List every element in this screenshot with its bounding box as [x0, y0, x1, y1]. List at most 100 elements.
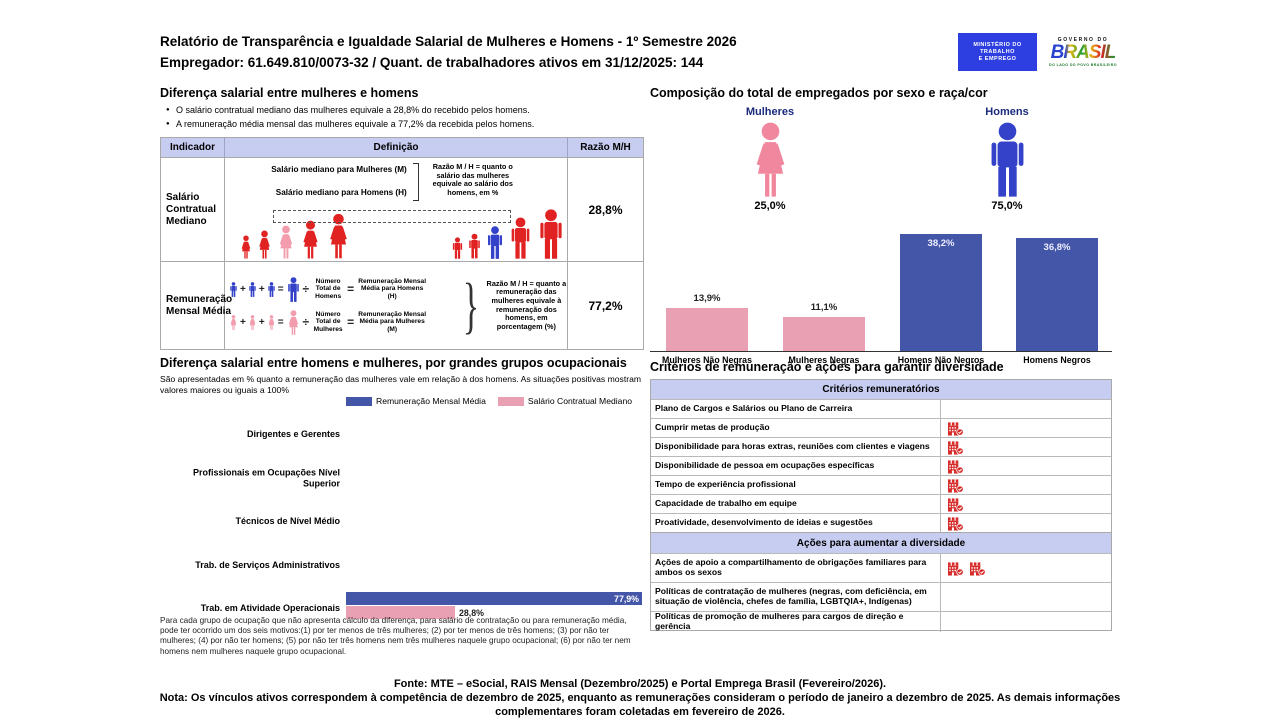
criteria-icon-cell	[940, 438, 1111, 456]
report-header: Relatório de Transparência e Igualdade S…	[160, 31, 950, 73]
criteria-icon-cell	[940, 514, 1111, 532]
left-column: Diferença salarial entre mulheres e home…	[160, 86, 645, 656]
group-header: Critérios remuneratórios	[651, 380, 1111, 399]
legend-swatch-blue	[346, 396, 372, 406]
definition-note: Razão M / H = quanto o salário das mulhe…	[432, 162, 513, 197]
criteria-icon-cell	[940, 400, 1111, 418]
criteria-icon-cell	[940, 419, 1111, 437]
footer-fonte: Fonte: MTE – eSocial, RAIS Mensal (Dezem…	[393, 678, 887, 690]
building-check-icon	[948, 561, 964, 576]
man-icon-highlighted	[487, 226, 503, 259]
indicator-table-header: Indicador Definição Razão M/H	[161, 138, 643, 157]
composition-bar-chart: 13,9% 11,1% 38,2% 36,8%	[650, 231, 1112, 352]
criterios-table: Critérios remuneratórios Plano de Cargos…	[650, 379, 1112, 632]
woman-icon	[756, 122, 784, 197]
footer-nota: Nota: Os vínculos ativos correspondem à …	[159, 692, 1121, 718]
employer-line: Empregador: 61.649.810/0073-32 / Quant. …	[160, 55, 704, 70]
woman-icon	[249, 314, 256, 330]
table-row: Plano de Cargos e Salários ou Plano de C…	[651, 399, 1111, 418]
woman-icon-highlighted	[279, 225, 293, 259]
table-row: Cumprir metas de produção	[651, 418, 1111, 437]
bar-value-label: 77,9%	[614, 594, 639, 604]
man-icon	[469, 233, 480, 259]
median-dashed-link	[273, 210, 511, 223]
building-check-icon	[948, 516, 964, 531]
occ-bar-media: 77,9%	[346, 592, 642, 605]
median-comparison-graphic	[231, 199, 562, 259]
composition-bar: 38,2%	[900, 234, 982, 351]
def-line: Salário mediano para Homens (H)	[275, 188, 407, 197]
occupational-subtitle: São apresentadas em % quanto a remuneraç…	[160, 374, 642, 395]
mte-logo: MINISTÉRIO DO TRABALHO E EMPREGO	[958, 33, 1037, 71]
governo-brasil-logo: GOVERNO DO BRASIL DO LADO DO POVO BRASIL…	[1043, 30, 1123, 74]
bar-value-label: 38,2%	[927, 238, 955, 249]
building-check-icon	[948, 421, 964, 436]
occupational-section-title: Diferença salarial entre homens e mulher…	[160, 356, 627, 370]
building-check-icon	[970, 561, 986, 576]
criteria-icon-cell	[940, 554, 1111, 582]
criteria-icon-cell	[940, 457, 1111, 475]
table-row: Políticas de promoção de mulheres para c…	[651, 611, 1111, 632]
man-icon	[452, 237, 463, 259]
table-row: Remuneração Mensal Média + + =	[161, 261, 643, 349]
woman-icon	[241, 235, 251, 259]
bullet-item: O salário contratual mediano das mulhere…	[166, 103, 534, 117]
gap-section-title: Diferença salarial entre mulheres e home…	[160, 86, 419, 100]
criteria-icon-cell	[940, 612, 1111, 632]
indicator-name: Remuneração Mensal Média	[161, 262, 232, 349]
bar-value-label: 11,1%	[810, 302, 838, 313]
table-row: Políticas de contratação de mulheres (ne…	[651, 582, 1111, 611]
table-row: Ações de apoio a compartilhamento de obr…	[651, 553, 1111, 582]
right-column: Composição do total de empregados por se…	[650, 86, 1112, 646]
building-check-icon	[948, 478, 964, 493]
female-label: Mulheres	[745, 106, 795, 118]
composition-bar: 36,8%	[1016, 238, 1098, 351]
group-header: Ações para aumentar a diversidade	[651, 532, 1111, 553]
bullet-item: A remuneração média mensal das mulheres …	[166, 117, 534, 131]
occupational-row: Profissionais em Ocupações Nível Superio…	[192, 467, 340, 489]
composition-bar: 11,1%	[783, 302, 865, 351]
building-check-icon	[948, 497, 964, 512]
criteria-icon-cell	[940, 476, 1111, 494]
indicator-name: Salário Contratual Mediano	[161, 158, 225, 261]
formula-graphic: + + = ÷ Número Total de Homens = Remuner…	[229, 276, 456, 335]
man-icon	[991, 122, 1023, 197]
building-check-icon	[948, 459, 964, 474]
brace-shape: }	[462, 271, 480, 340]
man-icon	[287, 276, 299, 302]
male-summary: Homens 75,0%	[957, 106, 1057, 212]
male-percent: 75,0%	[991, 200, 1023, 212]
occupational-footnote: Para cada grupo de ocupação que não apre…	[160, 616, 631, 656]
col-header-indicador: Indicador	[161, 138, 225, 157]
bracket-shape	[412, 163, 419, 201]
table-row: Disponibilidade para horas extras, reuni…	[651, 437, 1111, 456]
table-row: Tempo de experiência profissional	[651, 475, 1111, 494]
woman-icon	[268, 314, 274, 330]
result-label: Remuneração Mensal Média para Homens (H)	[358, 277, 427, 300]
bar-value-label: 13,9%	[693, 293, 721, 304]
female-percent: 25,0%	[754, 200, 786, 212]
definition-cell: Salário mediano para Mulheres (M) Salári…	[225, 158, 568, 261]
divisor-label: Número Total de Homens	[315, 277, 342, 300]
occ-bar-mediano: 28,8%	[346, 606, 484, 619]
indicator-table: Indicador Definição Razão M/H Salário Co…	[160, 137, 644, 350]
bar-value-label: 36,8%	[1043, 242, 1071, 253]
occupational-row: Trab. de Serviços Administrativos	[195, 559, 340, 570]
man-icon	[249, 281, 256, 297]
table-row: Capacidade de trabalho em equipe	[651, 494, 1111, 513]
occupational-row: Trab. em Atividade Operacionais 77,9% 28…	[160, 586, 645, 630]
report-title: Relatório de Transparência e Igualdade S…	[160, 34, 737, 49]
man-icon	[268, 281, 275, 297]
female-summary: Mulheres 25,0%	[720, 106, 820, 212]
definition-note: Razão M / H = quanto a remuneração das m…	[486, 278, 567, 331]
ratio-value: 77,2%	[588, 298, 623, 313]
man-icon	[511, 217, 530, 259]
woman-icon	[230, 314, 237, 330]
criteria-icon-cell	[940, 583, 1111, 611]
man-icon	[230, 281, 237, 297]
occupational-row: Dirigentes e Gerentes	[246, 428, 340, 439]
composition-section-title: Composição do total de empregados por se…	[650, 86, 988, 100]
divisor-label: Número Total de Mulheres	[313, 310, 343, 333]
bar-value-label: 28,8%	[459, 608, 484, 618]
